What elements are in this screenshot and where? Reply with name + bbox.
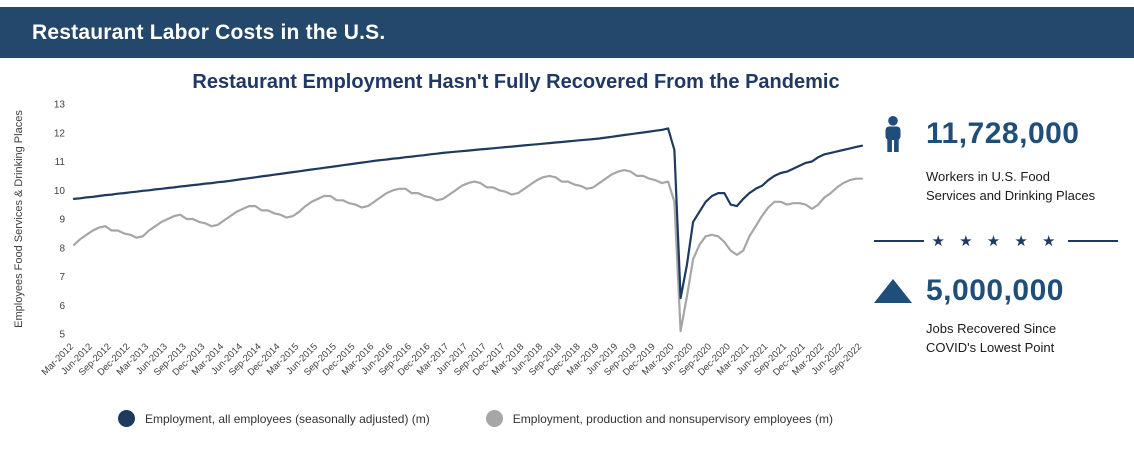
employment-line-chart: 5678910111213Mar-2012Jun-2012Sep-2012Dec… bbox=[13, 100, 864, 379]
svg-text:13: 13 bbox=[54, 100, 66, 111]
infographic-page: Restaurant Labor Costs in the U.S. Resta… bbox=[0, 7, 1134, 427]
stat-caption-jobs-recovered: Jobs Recovered Since COVID's Lowest Poin… bbox=[926, 320, 1057, 355]
page-title: Restaurant Labor Costs in the U.S. bbox=[32, 20, 386, 44]
chart-title: Restaurant Employment Hasn't Fully Recov… bbox=[192, 71, 840, 93]
stat-jobs-recovered: 5,000,000 Jobs Recovered Since COVID's L… bbox=[874, 274, 1118, 358]
main-content: Restaurant Employment Hasn't Fully Recov… bbox=[0, 58, 1134, 427]
chart-legend: Employment, all employees (seasonally ad… bbox=[118, 410, 874, 427]
svg-text:6: 6 bbox=[59, 301, 65, 312]
header-bar: Restaurant Labor Costs in the U.S. bbox=[0, 7, 1134, 58]
stat-value-jobs-recovered: 5,000,000 bbox=[926, 273, 1064, 307]
svg-text:7: 7 bbox=[59, 272, 65, 283]
svg-text:5: 5 bbox=[59, 330, 65, 341]
svg-text:12: 12 bbox=[54, 128, 66, 139]
star-divider: ★ ★ ★ ★ ★ bbox=[874, 232, 1118, 250]
legend-dot-production-icon bbox=[485, 410, 503, 427]
stats-panel: 11,728,000 Workers in U.S. Food Services… bbox=[874, 58, 1126, 427]
stat-workers: 11,728,000 Workers in U.S. Food Services… bbox=[874, 112, 1118, 206]
svg-text:Employees Food Services & Drin: Employees Food Services & Drinking Place… bbox=[13, 110, 25, 328]
svg-text:10: 10 bbox=[54, 186, 66, 197]
svg-text:11: 11 bbox=[55, 157, 66, 168]
stat-caption-workers: Workers in U.S. Food Services and Drinki… bbox=[926, 169, 1096, 203]
svg-text:9: 9 bbox=[59, 215, 65, 226]
legend-item-all-employees: Employment, all employees (seasonally ad… bbox=[118, 410, 430, 427]
divider-rule-left bbox=[874, 239, 924, 242]
legend-dot-all-employees-icon bbox=[118, 410, 135, 427]
legend-item-production: Employment, production and nonsupervisor… bbox=[485, 410, 833, 427]
legend-label-production: Employment, production and nonsupervisor… bbox=[512, 411, 833, 426]
legend-label-all-employees: Employment, all employees (seasonally ad… bbox=[145, 411, 430, 426]
divider-rule-right bbox=[1068, 239, 1118, 242]
svg-text:8: 8 bbox=[59, 243, 65, 254]
chart-section: Restaurant Employment Hasn't Fully Recov… bbox=[0, 58, 874, 427]
stat-value-workers: 11,728,000 bbox=[926, 117, 1080, 150]
person-icon bbox=[874, 112, 912, 156]
stars-icon: ★ ★ ★ ★ ★ bbox=[931, 232, 1061, 250]
triangle-up-icon bbox=[874, 278, 912, 303]
